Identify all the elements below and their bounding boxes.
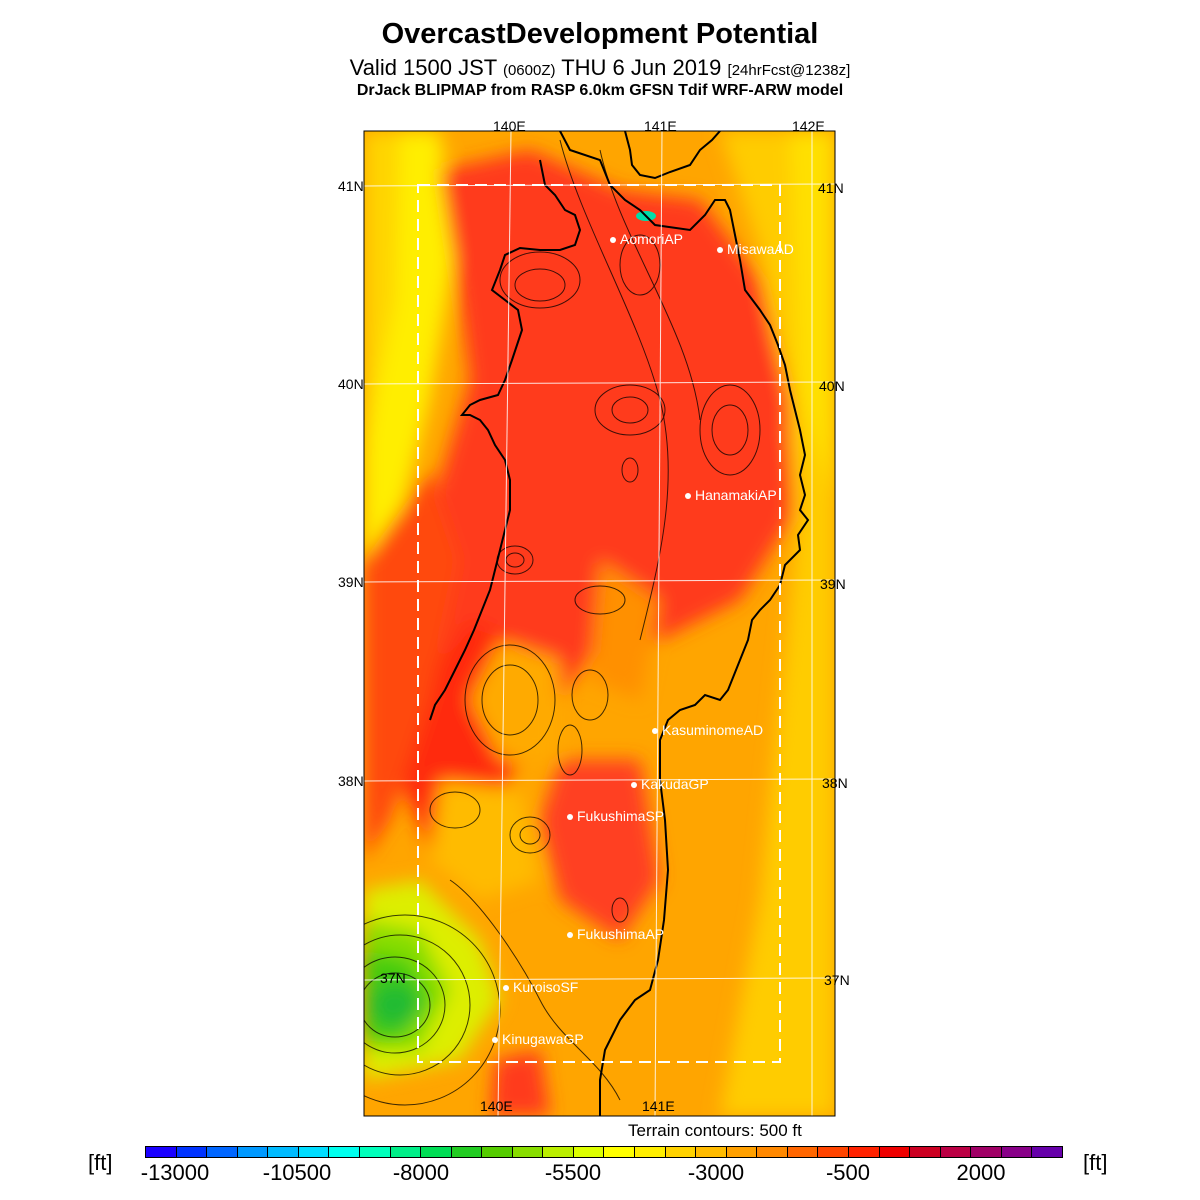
valid-date: THU 6 Jun 2019 (561, 55, 722, 80)
colorbar-swatch (940, 1147, 972, 1157)
lon-label-top-142E: 142E (792, 118, 825, 134)
colorbar-swatch (329, 1147, 360, 1157)
terrain-contour-note: Terrain contours: 500 ft (628, 1121, 802, 1140)
colorbar-unit-right: [ft] (1083, 1150, 1108, 1175)
station-label: KakudaGP (641, 776, 709, 792)
colorbar (145, 1146, 1063, 1158)
lat-label-right-41N: 41N (818, 180, 844, 196)
colorbar-swatch (604, 1147, 635, 1157)
colorbar-ticks: -13000 -10500 -8000 -5500 -3000 -500 200… (0, 1160, 1200, 1190)
station-marker (492, 1037, 498, 1044)
station-label: FukushimaSP (577, 808, 665, 824)
colorbar-swatch (879, 1147, 911, 1157)
colorbar-swatch (359, 1147, 391, 1157)
station-marker (567, 932, 573, 939)
lat-label-left-37N: 37N (380, 970, 406, 986)
valid-time: Valid 1500 JST (0600Z) THU 6 Jun 2019 [2… (0, 55, 1200, 81)
station-label: KuroisoSF (513, 979, 579, 995)
station-label: HanamakiAP (695, 487, 777, 503)
colorbar-swatch (482, 1147, 513, 1157)
colorbar-swatch (910, 1147, 941, 1157)
lon-label-top-140E: 140E (493, 118, 526, 134)
station-label: AomoriAP (620, 231, 684, 247)
station-marker (717, 247, 723, 254)
colorbar-swatch (146, 1147, 177, 1157)
colorbar-swatch (1032, 1147, 1062, 1157)
colorbar-swatch (665, 1147, 697, 1157)
lat-label-right-38N: 38N (822, 775, 848, 791)
graticule (364, 131, 835, 1116)
colorbar-tick-label: -500 (825, 1160, 871, 1185)
colorbar-swatch (176, 1147, 208, 1157)
station-fukushima-ap: FukushimaAP (567, 926, 664, 942)
lon-label-top-141E: 141E (644, 118, 677, 134)
station-hanamaki: HanamakiAP (685, 487, 777, 503)
forecast-info: [24hrFcst@1238z] (727, 62, 851, 79)
station-marker (503, 985, 509, 992)
lat-label-left-39N: 39N (338, 574, 364, 590)
station-label: KasuminomeAD (662, 722, 764, 738)
colorbar-tick-label: -5500 (544, 1160, 602, 1185)
colorbar-swatch (696, 1147, 727, 1157)
colorbar-tick-label: -13000 (140, 1160, 210, 1185)
station-label: MisawaAD (727, 241, 794, 257)
station-kasuminome: KasuminomeAD (652, 722, 763, 738)
colorbar-swatch (298, 1147, 330, 1157)
station-kuroiso: KuroisoSF (503, 979, 578, 995)
chart-title: OvercastDevelopment Potential (381, 18, 819, 50)
overcast-field (364, 131, 835, 1116)
colorbar-swatch (268, 1147, 299, 1157)
station-fukushima-sp: FukushimaSP (567, 808, 664, 824)
station-kinugawa: KinugawaGP (492, 1031, 584, 1047)
colorbar-swatch (543, 1147, 574, 1157)
station-marker (567, 814, 573, 821)
station-label: FukushimaAP (577, 926, 665, 942)
colorbar-tick-label: -10500 (262, 1160, 332, 1185)
colorbar-unit-left: [ft] (88, 1150, 113, 1175)
station-kakuda: KakudaGP (631, 776, 709, 792)
colorbar-swatch (573, 1147, 605, 1157)
lon-label-bottom-141E: 141E (642, 1098, 675, 1114)
colorbar-swatch (787, 1147, 819, 1157)
lon-label-bottom-140E: 140E (480, 1098, 513, 1114)
lat-label-right-39N: 39N (820, 576, 846, 592)
colorbar-swatch (237, 1147, 269, 1157)
colorbar-swatch (512, 1147, 544, 1157)
station-aomori: AomoriAP (610, 231, 683, 247)
valid-prefix: Valid 1500 JST (349, 55, 497, 80)
colorbar-swatch (390, 1147, 422, 1157)
colorbar-tick-label: -8000 (392, 1160, 450, 1185)
lat-label-left-41N: 41N (338, 178, 364, 194)
lat-label-left-40N: 40N (338, 376, 364, 392)
colorbar-swatch (635, 1147, 666, 1157)
colorbar-tick-label: 2000 (956, 1160, 1006, 1185)
station-marker (685, 493, 691, 500)
model-description: DrJack BLIPMAP from RASP 6.0km GFSN Tdif… (356, 82, 844, 99)
lat-label-right-37N: 37N (824, 972, 850, 988)
station-marker (610, 237, 616, 244)
colorbar-swatch (848, 1147, 880, 1157)
colorbar-swatch (421, 1147, 452, 1157)
lat-label-left-38N: 38N (338, 773, 364, 789)
colorbar-swatch (726, 1147, 758, 1157)
colorbar-swatch (757, 1147, 788, 1157)
station-marker (652, 728, 658, 735)
colorbar-swatch (971, 1147, 1002, 1157)
station-label: KinugawaGP (502, 1031, 584, 1047)
colorbar-swatch (1001, 1147, 1033, 1157)
map-frame (363, 130, 836, 1117)
inner-domain-box (417, 184, 781, 1063)
colorbar-swatch (451, 1147, 483, 1157)
station-misawa: MisawaAD (717, 241, 794, 257)
valid-utc: (0600Z) (502, 62, 556, 79)
colorbar-swatch (207, 1147, 238, 1157)
lat-label-right-40N: 40N (819, 378, 845, 394)
station-marker (631, 782, 637, 789)
colorbar-swatch (818, 1147, 849, 1157)
colorbar-tick-label: -3000 (687, 1160, 745, 1185)
coastline (429, 131, 810, 1116)
